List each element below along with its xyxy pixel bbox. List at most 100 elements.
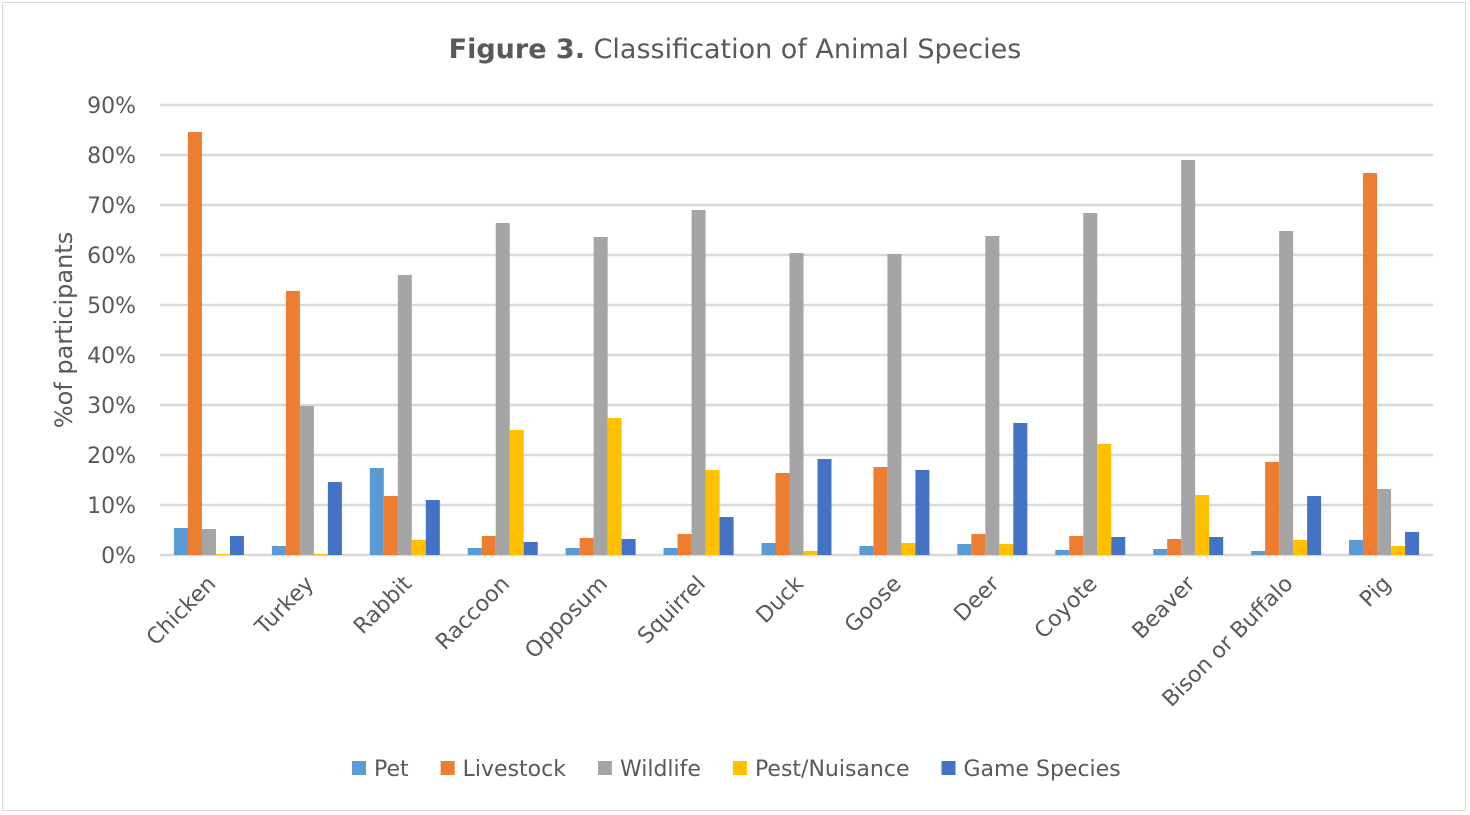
bar-pet: [565, 548, 580, 555]
x-tick-label: Chicken: [142, 572, 221, 651]
legend-label: Wildlife: [620, 757, 701, 782]
bar-pest-nuisance: [1195, 495, 1210, 555]
bar-game-species: [915, 470, 930, 555]
y-tick-label: 60%: [87, 244, 136, 269]
bar-pest-nuisance: [215, 554, 230, 555]
x-tick-label: Turkey: [250, 572, 319, 641]
bar-game-species: [1111, 537, 1126, 555]
y-tick-label: 30%: [87, 394, 136, 419]
bar-livestock: [873, 467, 888, 555]
bar-wildlife: [201, 529, 216, 555]
bar-game-species: [1307, 496, 1322, 555]
bar-game-species: [1013, 423, 1028, 555]
x-tick-label: Opposum: [521, 572, 613, 664]
bar-livestock: [1265, 462, 1280, 555]
bar-game-species: [327, 482, 342, 555]
x-tick-label: Squirrel: [633, 572, 711, 650]
legend-swatch: [440, 761, 455, 775]
x-tick-label: Goose: [840, 572, 906, 638]
bar-pest-nuisance: [999, 544, 1014, 555]
bar-game-species: [425, 500, 440, 555]
bar-game-species: [621, 539, 636, 555]
y-tick-label: 20%: [87, 444, 136, 469]
bar-livestock: [481, 536, 496, 555]
bar-pest-nuisance: [705, 470, 720, 555]
bar-wildlife: [299, 406, 314, 555]
legend-label: Pest/Nuisance: [755, 757, 910, 782]
bar-pest-nuisance: [313, 554, 328, 555]
y-tick-label: 0%: [101, 544, 136, 569]
bar-pet: [369, 468, 384, 555]
bar-game-species: [1405, 532, 1420, 555]
bar-wildlife: [691, 210, 706, 555]
y-tick-label: 10%: [87, 494, 136, 519]
bar-livestock: [383, 496, 398, 555]
y-tick-label: 70%: [87, 194, 136, 219]
bar-pest-nuisance: [901, 543, 916, 555]
bar-pet: [1153, 549, 1168, 555]
bar-pest-nuisance: [1293, 540, 1308, 555]
bar-livestock: [775, 473, 790, 555]
bar-pet: [173, 528, 188, 555]
bar-pet: [1055, 550, 1070, 555]
legend-item: Game Species: [941, 757, 1121, 782]
bar-livestock: [285, 291, 300, 555]
legend-swatch: [941, 761, 956, 775]
legend-swatch: [732, 761, 747, 775]
bar-wildlife: [1083, 213, 1098, 555]
bar-pest-nuisance: [803, 551, 818, 555]
bar-game-species: [1209, 537, 1224, 555]
bar-pet: [271, 546, 286, 555]
legend-swatch: [352, 761, 366, 775]
bar-game-species: [817, 459, 832, 555]
bar-pest-nuisance: [607, 418, 622, 555]
bar-wildlife: [1377, 489, 1392, 555]
bar-wildlife: [985, 236, 1000, 555]
bar-wildlife: [887, 254, 902, 555]
legend-label: Pet: [374, 757, 409, 782]
bar-pet: [761, 543, 776, 555]
y-axis-label: %of participants: [50, 232, 78, 428]
bar-pet: [957, 544, 972, 555]
bar-livestock: [579, 538, 594, 555]
bar-pet: [1251, 551, 1266, 555]
x-tick-label: Coyote: [1030, 572, 1102, 644]
legend-item: Pet: [352, 757, 409, 782]
bar-pet: [467, 548, 482, 555]
bar-pest-nuisance: [411, 540, 426, 555]
x-tick-label: Beaver: [1128, 571, 1201, 644]
bar-livestock: [1069, 536, 1084, 555]
bar-livestock: [677, 534, 692, 555]
legend-item: Wildlife: [597, 757, 701, 782]
legend-swatch: [597, 761, 612, 775]
legend-item: Pest/Nuisance: [732, 757, 910, 782]
bar-wildlife: [397, 275, 412, 555]
y-tick-label: 90%: [87, 94, 136, 119]
bar-wildlife: [495, 223, 510, 555]
bar-pest-nuisance: [509, 430, 524, 555]
x-tick-label: Raccoon: [431, 572, 515, 656]
y-tick-label: 80%: [87, 144, 136, 169]
x-tick-label: Pig: [1355, 572, 1396, 613]
bar-livestock: [1363, 173, 1378, 555]
y-tick-label: 50%: [87, 294, 136, 319]
bar-game-species: [523, 542, 538, 555]
bar-livestock: [971, 534, 986, 555]
bar-wildlife: [1181, 160, 1196, 555]
bar-pest-nuisance: [1097, 444, 1112, 555]
legend-item: Livestock: [440, 757, 567, 782]
y-tick-label: 40%: [87, 344, 136, 369]
bar-game-species: [229, 536, 244, 555]
legend-label: Livestock: [463, 757, 567, 782]
bar-livestock: [187, 132, 202, 555]
chart-title: Figure 3. Classification of Animal Speci…: [449, 34, 1022, 65]
x-tick-label: Duck: [752, 571, 809, 628]
bar-pest-nuisance: [1391, 546, 1406, 555]
bar-wildlife: [789, 253, 804, 555]
bar-game-species: [719, 517, 734, 555]
bar-pet: [663, 548, 678, 555]
legend-label: Game Species: [964, 757, 1121, 782]
bar-livestock: [1167, 539, 1182, 555]
